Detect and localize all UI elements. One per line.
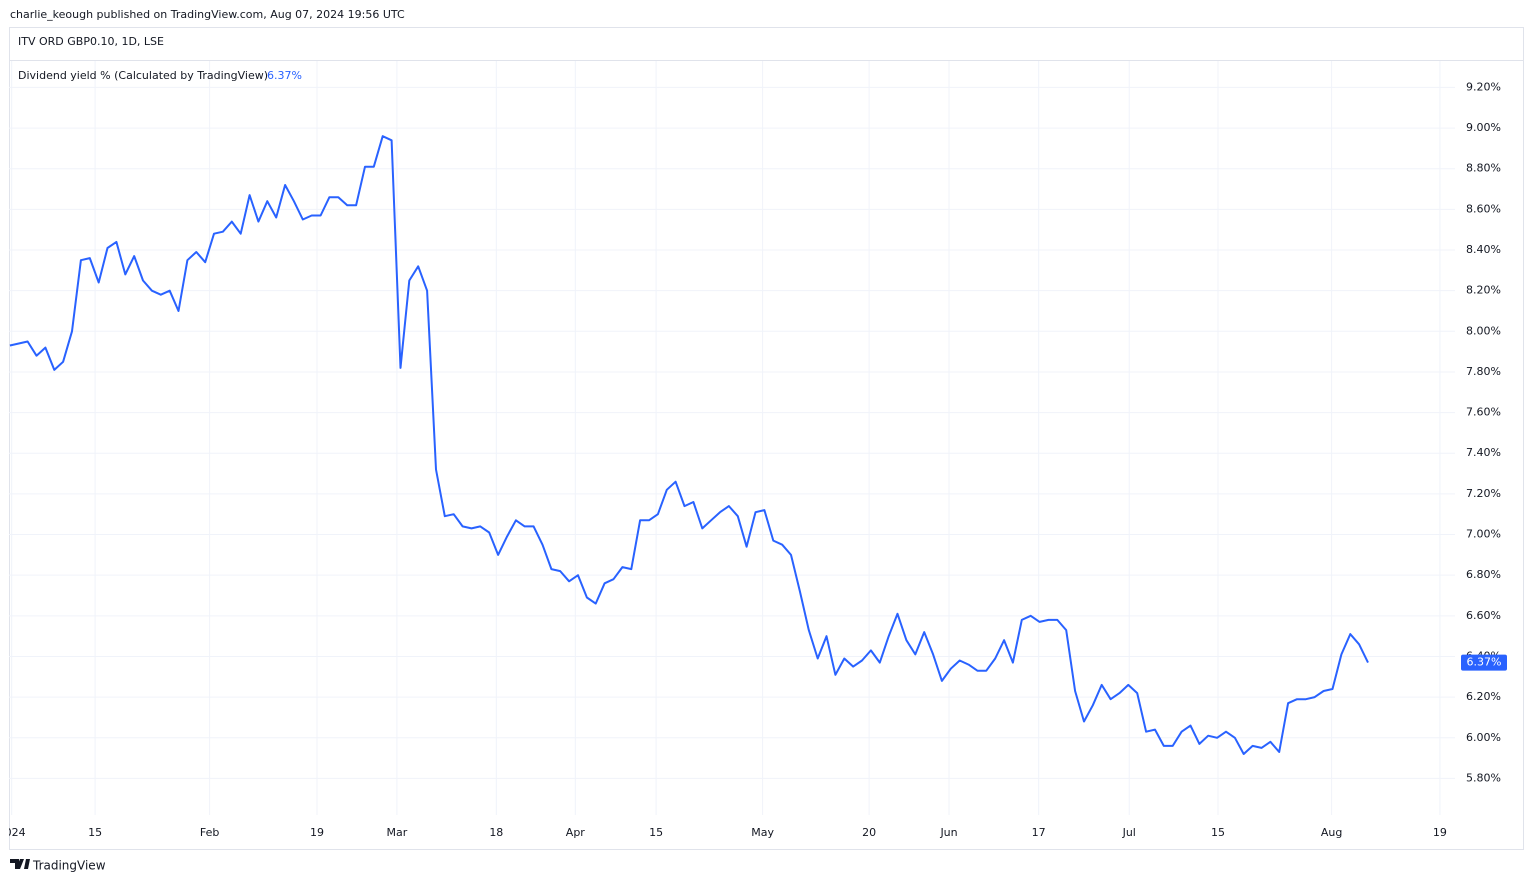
x-tick-label: Jul	[1122, 826, 1136, 839]
last-value-label: 6.37%	[1467, 656, 1502, 669]
x-tick-label: 17	[1032, 826, 1046, 839]
y-tick-label: 9.20%	[1466, 80, 1501, 93]
y-tick-label: 6.60%	[1466, 609, 1501, 622]
yield-line	[9, 135, 1369, 755]
last-value-badge	[1461, 654, 1507, 671]
y-tick-label: 7.00%	[1466, 528, 1501, 541]
chart-frame	[9, 27, 1524, 850]
x-tick-label: May	[751, 826, 774, 839]
y-tick-label: 8.60%	[1466, 202, 1501, 215]
y-tick-label: 7.60%	[1466, 406, 1501, 419]
y-tick-label: 8.20%	[1466, 284, 1501, 297]
legend-label: Dividend yield % (Calculated by TradingV…	[18, 69, 268, 82]
y-tick-label: 5.80%	[1466, 771, 1501, 784]
y-tick-label: 6.00%	[1466, 731, 1501, 744]
y-tick-label: 6.20%	[1466, 690, 1501, 703]
y-tick-label: 9.00%	[1466, 121, 1501, 134]
x-tick-label: Mar	[387, 826, 408, 839]
x-tick-label: 19	[310, 826, 324, 839]
x-tick-label: Feb	[200, 826, 219, 839]
x-tick-label: Aug	[1321, 826, 1342, 839]
footer-brand: TradingView	[32, 859, 106, 873]
x-axis: 2024 15 Feb 19 Mar 18 Apr 15 May 20 Jun 17 Jul 15 Aug 1…	[0, 826, 1447, 839]
x-tick-label: 20	[862, 826, 876, 839]
x-tick-label: 2024	[0, 826, 26, 839]
y-tick-label: 7.20%	[1466, 487, 1501, 500]
y-tick-label: 6.80%	[1466, 568, 1501, 581]
x-tick-label: 15	[649, 826, 663, 839]
y-tick-label: 7.80%	[1466, 365, 1501, 378]
legend-value: 6.37%	[267, 69, 302, 82]
x-tick-label: 19	[1433, 826, 1447, 839]
x-tick-label: 15	[1211, 826, 1225, 839]
x-tick-label: Jun	[939, 826, 957, 839]
x-tick-label: 15	[88, 826, 102, 839]
y-tick-label: 8.80%	[1466, 162, 1501, 175]
symbol-title: ITV ORD GBP0.10, 1D, LSE	[18, 35, 164, 48]
y-tick-label: 7.40%	[1466, 446, 1501, 459]
x-tick-label: Apr	[566, 826, 586, 839]
y-tick-label: 8.00%	[1466, 324, 1501, 337]
publisher-header: charlie_keough published on TradingView.…	[10, 8, 405, 21]
x-tick-label: 18	[489, 826, 503, 839]
tv-logo	[10, 859, 30, 869]
y-tick-label: 8.40%	[1466, 243, 1501, 256]
plot-area	[9, 61, 1455, 815]
